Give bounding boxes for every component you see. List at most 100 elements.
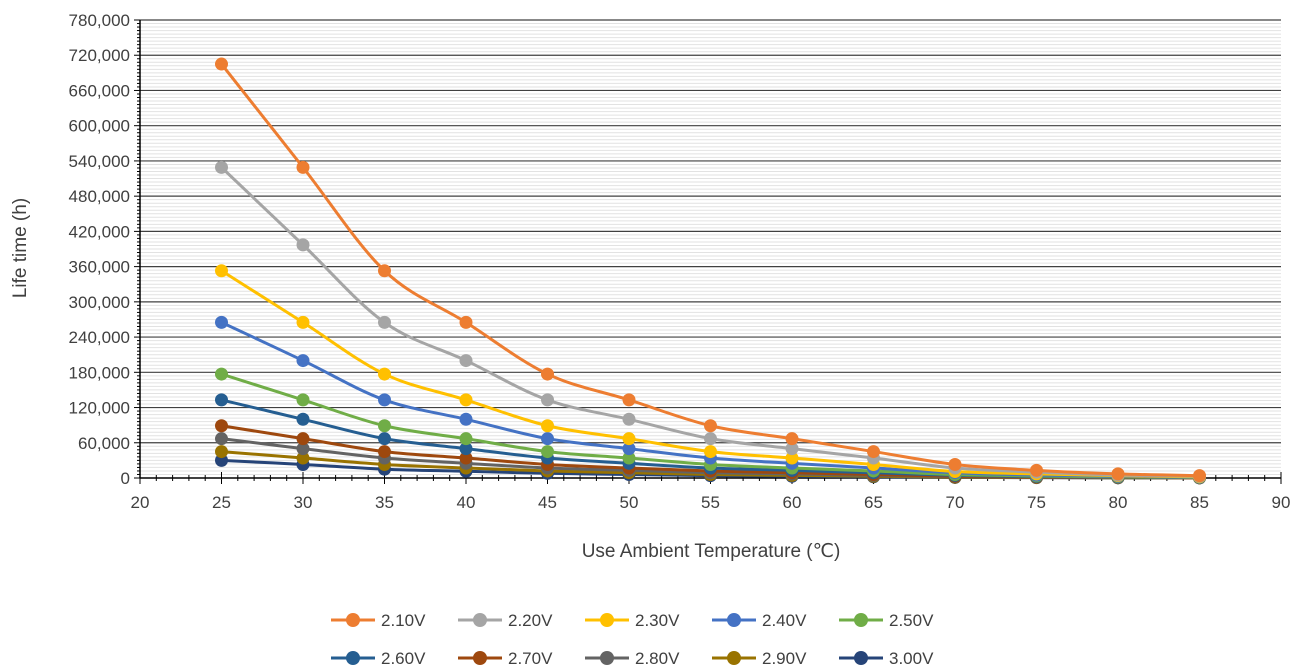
y-tick-label: 360,000 [69, 258, 130, 277]
data-point-250v [378, 419, 391, 433]
data-point-220v [785, 442, 799, 456]
x-tick-label: 45 [538, 493, 557, 512]
data-point-210v [704, 419, 717, 433]
x-tick-label: 20 [131, 493, 150, 512]
data-point-260v [296, 412, 310, 426]
data-point-230v [622, 432, 636, 446]
y-tick-label: 480,000 [69, 187, 130, 206]
x-tick-label: 25 [212, 493, 231, 512]
x-tick-label: 85 [1190, 493, 1209, 512]
data-point-240v [459, 412, 473, 426]
legend-label: 2.40V [762, 611, 807, 630]
data-point-240v [296, 354, 310, 368]
data-point-250v [459, 432, 473, 446]
legend-label: 2.10V [381, 611, 426, 630]
legend-item-270v: 2.70V [458, 649, 553, 668]
data-point-210v [867, 445, 880, 459]
y-tick-label: 720,000 [69, 46, 130, 65]
data-point-270v [215, 419, 228, 433]
legend-label: 2.50V [889, 611, 934, 630]
data-point-250v [622, 451, 636, 465]
series-lines [215, 57, 1206, 485]
y-tick-label: 0 [121, 469, 130, 488]
legend-swatch-marker [854, 613, 868, 627]
y-axis-title: Life time (h) [10, 198, 31, 298]
data-point-230v [459, 393, 473, 407]
x-tick-label: 55 [701, 493, 720, 512]
legend-item-280v: 2.80V [585, 649, 680, 668]
data-point-290v [215, 445, 228, 459]
legend-item-250v: 2.50V [839, 611, 934, 630]
y-tick-label: 180,000 [69, 363, 130, 382]
legend-item-300v: 3.00V [839, 649, 934, 668]
y-tick-label: 540,000 [69, 152, 130, 171]
legend-label: 2.20V [508, 611, 553, 630]
legend-item-240v: 2.40V [712, 611, 807, 630]
legend-swatch-marker [346, 613, 360, 627]
legend-swatch-marker [600, 651, 614, 665]
legend: 2.10V 2.20V 2.30V 2.40V 2.50V 2.60V 2.70V 2.80V… [331, 611, 934, 668]
legend-swatch-marker [727, 613, 741, 627]
x-tick-label: 50 [620, 493, 639, 512]
x-tick-label: 35 [375, 493, 394, 512]
data-point-230v [704, 445, 717, 459]
data-point-250v [296, 393, 310, 407]
data-point-210v [215, 57, 228, 71]
y-tick-label: 120,000 [69, 399, 130, 418]
data-point-220v [459, 354, 473, 368]
legend-label: 2.60V [381, 649, 426, 668]
x-tick-label: 70 [946, 493, 965, 512]
legend-label: 3.00V [889, 649, 934, 668]
y-tick-label: 780,000 [69, 11, 130, 30]
y-tick-label: 240,000 [69, 328, 130, 347]
legend-swatch-marker [346, 651, 360, 665]
data-point-240v [215, 315, 228, 329]
data-point-220v [622, 412, 636, 426]
legend-swatch-marker [727, 651, 741, 665]
data-point-240v [622, 442, 636, 456]
legend-swatch-marker [854, 651, 868, 665]
legend-label: 2.90V [762, 649, 807, 668]
data-point-260v [378, 432, 391, 446]
data-point-210v [948, 457, 962, 471]
x-tick-label: 75 [1027, 493, 1046, 512]
series-230v [215, 264, 1206, 484]
data-point-270v [296, 432, 310, 446]
x-tick-label: 40 [457, 493, 476, 512]
data-point-280v [296, 442, 310, 456]
y-tick-label: 300,000 [69, 293, 130, 312]
data-point-230v [785, 451, 799, 465]
data-point-260v [459, 442, 473, 456]
y-tick-label: 60,000 [78, 434, 130, 453]
data-point-270v [459, 451, 473, 465]
data-point-220v [541, 393, 554, 407]
data-point-220v [378, 315, 391, 329]
series-210v [215, 57, 1206, 483]
data-point-210v [378, 264, 391, 278]
data-point-240v [378, 393, 391, 407]
data-point-250v [541, 445, 554, 459]
x-tick-label: 60 [783, 493, 802, 512]
data-point-210v [622, 393, 636, 407]
data-point-220v [296, 238, 310, 252]
data-point-260v [215, 393, 228, 407]
legend-item-290v: 2.90V [712, 649, 807, 668]
data-point-210v [541, 367, 554, 381]
gridlines [140, 19, 1281, 475]
y-tick-label: 660,000 [69, 81, 130, 100]
data-point-250v [215, 367, 228, 381]
data-point-210v [1030, 463, 1043, 477]
legend-label: 2.30V [635, 611, 680, 630]
legend-swatch-marker [473, 613, 487, 627]
data-point-240v [541, 432, 554, 446]
data-point-270v [378, 445, 391, 459]
data-point-230v [541, 419, 554, 433]
data-point-230v [378, 367, 391, 381]
data-point-210v [1111, 467, 1125, 481]
x-tick-label: 30 [294, 493, 313, 512]
data-point-220v [704, 432, 717, 446]
legend-item-220v: 2.20V [458, 611, 553, 630]
data-point-210v [1193, 469, 1206, 483]
x-axis-title: Use Ambient Temperature (℃) [582, 541, 841, 562]
